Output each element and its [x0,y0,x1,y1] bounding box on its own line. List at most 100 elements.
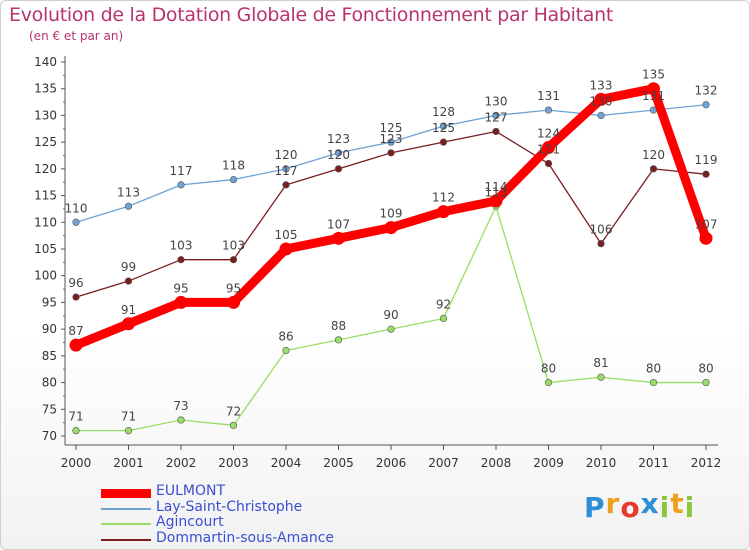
data-point [439,138,448,146]
logo-letter: o [620,491,641,524]
y-tick-label: 110 [34,215,57,229]
data-point [649,165,658,173]
data-point [439,122,448,130]
data-point [334,336,343,344]
data-point [437,205,450,219]
y-tick-label: 80 [42,376,57,390]
x-tick-label: 2012 [691,456,722,470]
x-tick-label: 2008 [481,456,512,470]
x-tick-label: 2002 [166,456,197,470]
data-label: 95 [173,281,188,295]
y-tick-label: 105 [34,242,57,256]
chart-title: Evolution de la Dotation Globale de Fonc… [9,4,614,26]
data-label: 87 [68,324,83,338]
legend-swatch [101,488,151,498]
data-label: 120 [642,148,665,162]
data-label: 128 [432,105,455,119]
data-point [124,277,133,285]
data-label: 88 [331,319,346,333]
data-label: 109 [380,207,403,221]
data-label: 103 [222,239,245,253]
data-point [334,149,343,157]
data-point [229,175,238,184]
data-label: 96 [68,276,83,290]
data-label: 81 [593,356,608,370]
data-point [124,427,133,435]
data-label: 120 [275,148,298,162]
y-tick-label: 75 [42,402,57,416]
data-label: 125 [432,121,455,135]
x-tick-label: 2003 [218,456,249,470]
data-point [597,240,605,248]
data-point [492,127,500,136]
data-label: 106 [590,223,613,237]
data-label: 80 [541,362,556,376]
data-point [387,149,395,157]
data-point [227,295,240,309]
data-label: 130 [485,94,508,108]
data-point [594,92,608,106]
y-tick-label: 140 [34,55,57,69]
data-point [544,378,553,387]
data-point [334,165,343,173]
data-label: 80 [698,362,713,376]
data-label: 80 [646,362,661,376]
data-label: 120 [327,148,350,162]
data-point [384,221,398,235]
y-tick-label: 130 [34,108,57,122]
data-point [332,231,345,245]
data-label: 131 [537,89,560,103]
x-tick-label: 2010 [586,456,617,470]
data-label: 90 [383,308,398,322]
data-label: 112 [432,191,455,205]
data-label: 118 [222,159,245,173]
data-label: 105 [275,228,298,242]
data-label: 113 [117,185,140,199]
legend-label: Lay-Saint-Christophe [156,498,303,515]
data-point [229,421,238,429]
data-label: 127 [485,110,508,124]
data-point [702,378,710,387]
data-point [177,416,185,424]
legend-swatch [101,507,151,510]
data-label: 86 [278,330,293,344]
y-tick-label: 125 [34,135,57,149]
legend-label: EULMONT [156,483,226,499]
data-label: 73 [173,399,188,413]
data-point [69,338,83,352]
logo-letter: P [584,491,606,524]
data-point [387,325,395,333]
data-point [282,346,290,355]
data-label: 110 [65,201,88,215]
data-point [177,256,185,264]
data-point [279,242,293,256]
data-label: 72 [226,404,241,418]
data-point [122,317,135,331]
data-point [544,159,553,168]
data-point [699,231,713,245]
data-point [72,218,80,226]
data-label: 131 [642,89,665,103]
data-label: 113 [485,185,508,199]
data-point [282,181,290,189]
y-tick-label: 135 [34,82,57,96]
legend-label: Dommartin-sous-Amance [156,529,335,546]
y-tick-label: 115 [34,189,57,203]
data-label: 107 [327,217,350,231]
data-label: 107 [695,217,718,231]
data-label: 123 [327,132,350,146]
data-label: 130 [590,94,613,108]
logo-letter: i [659,491,671,524]
data-point [647,82,660,96]
y-tick-label: 70 [42,429,57,443]
data-label: 135 [642,68,665,82]
data-point [439,314,448,323]
x-tick-label: 2000 [61,456,92,470]
x-tick-label: 2011 [638,456,669,470]
data-label: 103 [170,239,193,253]
data-point [229,256,238,264]
data-label: 117 [170,164,193,178]
y-tick-label: 120 [34,162,57,176]
